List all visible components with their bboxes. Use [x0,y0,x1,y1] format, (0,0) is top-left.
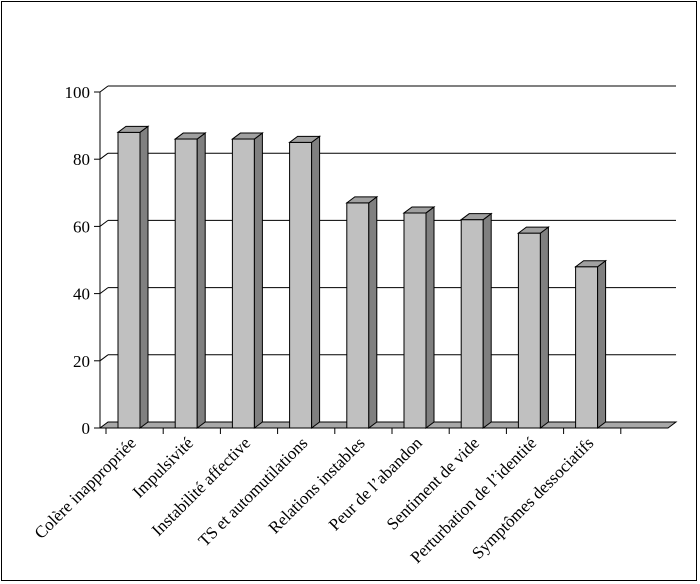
bar-side [597,259,607,429]
bar-top [402,206,436,214]
bar-top [345,196,379,204]
bar-front [346,202,370,429]
bar-front [231,138,255,429]
bar-top [574,260,608,268]
bar-front [174,138,198,429]
bar-top [459,213,493,221]
bar-side [425,205,435,429]
gridline-connector [99,152,109,160]
x-category-label: Instabilité affective [148,433,254,539]
x-category-label: Colère inappropriée [31,433,140,542]
gridline-connector [99,354,109,362]
x-category-label: Relations instables [265,433,369,537]
x-category-label: TS et automutilations [194,433,311,550]
bar-top [516,226,550,234]
bar-front [289,141,313,429]
y-tick-label: 20 [73,352,90,371]
bar-front [403,212,427,429]
y-tick-label: 60 [73,217,90,236]
y-tick-label: 0 [82,419,91,438]
y-tick-label: 40 [73,285,90,304]
bar-side [139,125,149,429]
bar-top [173,132,207,140]
gridline-connector [99,219,109,227]
bar-top [288,135,322,143]
bar-side [482,212,492,429]
bar-top [116,125,150,133]
y-tick-label: 100 [65,83,91,102]
gridline-connector [99,85,109,93]
bar-front [117,131,141,429]
bar-side [253,132,263,429]
gridline-connector [99,287,109,295]
bar-front [517,232,541,429]
y-tick-label: 80 [73,150,90,169]
bar-front [460,219,484,429]
bar-side [196,132,206,429]
bar-front [575,266,599,429]
bar-side [539,226,549,429]
bar-top [230,132,264,140]
bar-side [368,195,378,429]
bar-side [311,135,321,429]
